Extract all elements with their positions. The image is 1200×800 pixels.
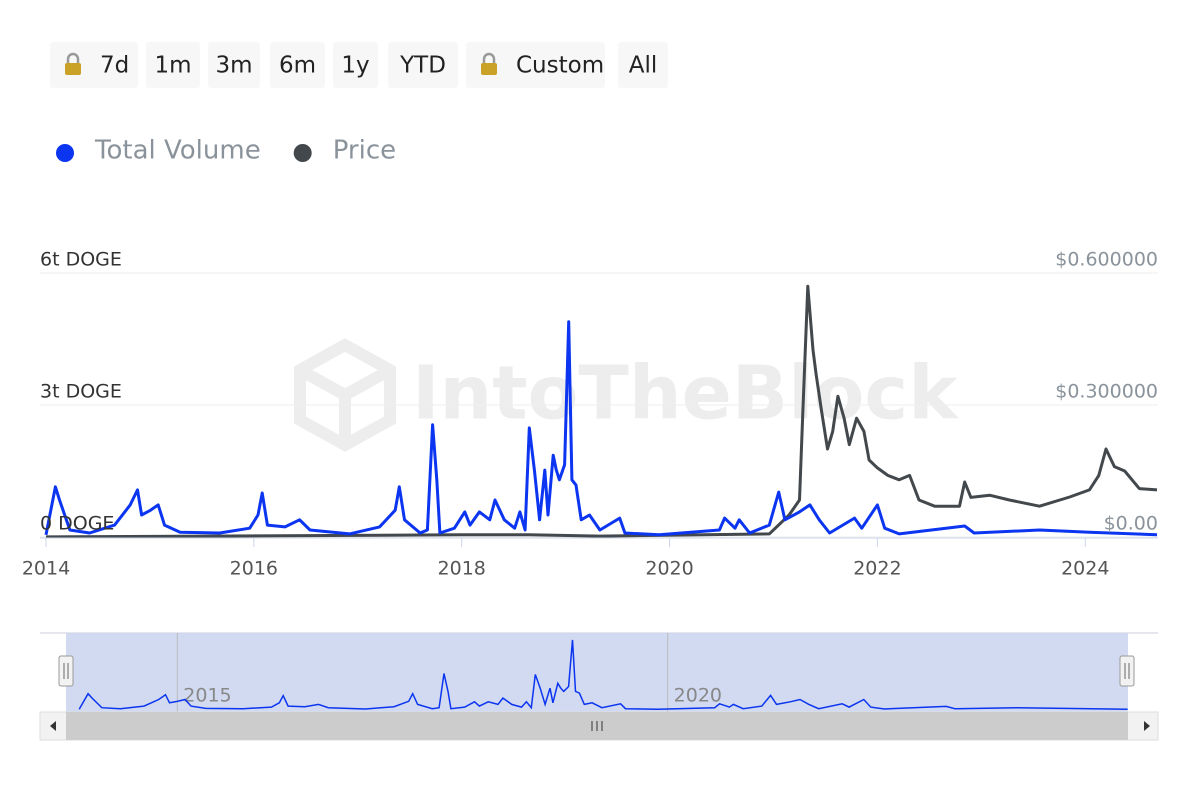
range-button[interactable]: YTD (388, 42, 458, 88)
range-button[interactable]: 6m (270, 42, 325, 88)
legend-marker[interactable] (56, 144, 74, 162)
series-line (45, 284, 1158, 539)
x-tick-label: 2014 (22, 558, 70, 580)
y2-tick-label: $0.600000 (1055, 249, 1158, 271)
legend-label[interactable]: Price (333, 136, 396, 166)
series-line (44, 320, 1158, 537)
range-button-bg[interactable] (388, 42, 458, 88)
range-button-bg[interactable] (618, 42, 668, 88)
range-button-bg[interactable] (333, 42, 378, 88)
range-button-label[interactable]: Custom (516, 53, 604, 79)
range-button[interactable]: 1y (333, 42, 378, 88)
range-button[interactable]: 7d (50, 42, 138, 88)
range-button-bg[interactable] (270, 42, 325, 88)
y-tick-label: 3t DOGE (40, 381, 122, 403)
lock-shackle (482, 52, 496, 63)
scroll-left-arrow[interactable] (50, 721, 56, 731)
navigator: 2015 2020 (39, 632, 1159, 741)
navigator-handle[interactable] (58, 655, 74, 687)
x-tick-label: 2020 (645, 558, 693, 580)
range-button[interactable]: All (618, 42, 668, 88)
x-tick-label: 2016 (230, 558, 278, 580)
range-button-bg[interactable] (466, 42, 605, 88)
y2-tick-label: $0.00 (1104, 513, 1158, 535)
range-button-label[interactable]: 3m (215, 53, 252, 79)
range-button-label[interactable]: 7d (100, 53, 129, 79)
navigator-selection[interactable] (66, 633, 1128, 712)
range-button-label[interactable]: 1y (341, 53, 369, 79)
range-button-bg[interactable] (208, 42, 260, 88)
lock-body (65, 63, 81, 75)
range-button-label[interactable]: YTD (399, 53, 446, 79)
y-tick-label: 6t DOGE (40, 249, 122, 271)
navigator-tick-label: 2015 (183, 685, 231, 707)
range-button[interactable]: 1m (146, 42, 200, 88)
y-tick-label: 0 DOGE (40, 513, 114, 535)
range-button[interactable]: Custom (466, 42, 605, 88)
range-button-label[interactable]: 6m (279, 53, 316, 79)
range-button-label[interactable]: All (629, 53, 658, 79)
y2-tick-label: $0.300000 (1055, 381, 1158, 403)
navigator-handle[interactable] (1119, 655, 1135, 687)
x-tick-label: 2018 (438, 558, 486, 580)
watermark-icon-line (297, 364, 393, 402)
legend-marker[interactable] (293, 144, 312, 162)
watermark: IntoTheBlock (412, 351, 959, 437)
scroll-right-arrow[interactable] (1144, 721, 1150, 731)
range-button-bg[interactable] (146, 42, 200, 88)
range-button-label[interactable]: 1m (154, 53, 191, 79)
lock-body (481, 63, 497, 75)
legend-label[interactable]: Total Volume (94, 136, 261, 166)
x-tick-label: 2022 (853, 558, 901, 580)
plot-lines (40, 272, 1158, 539)
navigator-tick-label: 2020 (674, 685, 722, 707)
range-button[interactable]: 3m (208, 42, 260, 88)
watermark-group: IntoTheBlock (294, 338, 959, 452)
navigator-series-line (78, 639, 1128, 711)
lock-shackle (66, 52, 80, 63)
x-tick-label: 2024 (1061, 558, 1109, 580)
